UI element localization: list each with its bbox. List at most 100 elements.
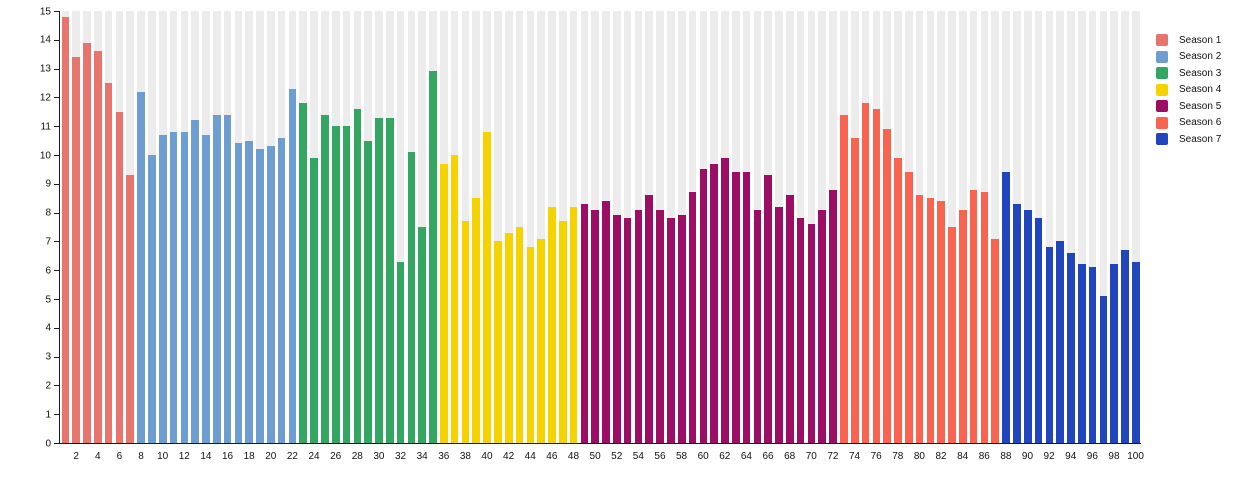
bar-slot-episode-70	[806, 11, 817, 443]
bar-episode-78-season-6	[894, 157, 902, 443]
bar-slot-episode-69	[795, 11, 806, 443]
bar-slot-episode-90	[1022, 11, 1033, 443]
bar-slot-episode-10	[157, 11, 168, 443]
x-tick-label-24: 24	[308, 451, 320, 462]
bar-slot-episode-4	[92, 11, 103, 443]
bar-episode-95-season-7	[1077, 264, 1086, 443]
bar-episode-55-season-5	[645, 195, 654, 443]
bar-episode-57-season-5	[667, 218, 675, 443]
bar-episode-70-season-5	[807, 224, 816, 443]
bar-episode-93-season-7	[1056, 241, 1064, 443]
bar-episode-15-season-2	[212, 114, 221, 443]
bar-slot-episode-46	[547, 11, 558, 443]
bar-episode-91-season-7	[1034, 218, 1043, 443]
x-tick-label-86: 86	[978, 451, 990, 462]
legend-item-season-1[interactable]: Season 1	[1156, 32, 1221, 49]
bar-episode-45-season-4	[537, 238, 545, 443]
background-stripe	[504, 11, 513, 443]
bar-episode-73-season-6	[840, 114, 848, 443]
y-tick-label-6: 6	[45, 265, 51, 277]
bar-slot-episode-17	[233, 11, 244, 443]
bar-slot-episode-3	[82, 11, 93, 443]
legend-swatch-icon	[1156, 116, 1168, 129]
bar-episode-17-season-2	[234, 143, 243, 443]
bar-episode-31-season-3	[385, 117, 394, 443]
x-tick-label-60: 60	[697, 451, 709, 462]
x-tick-label-96: 96	[1086, 451, 1098, 462]
bar-slot-episode-62	[720, 11, 731, 443]
bar-slot-episode-73	[839, 11, 850, 443]
x-tick-label-88: 88	[1000, 451, 1012, 462]
bar-slot-episode-37	[449, 11, 460, 443]
bar-slot-episode-30	[374, 11, 385, 443]
bar-slot-episode-42	[503, 11, 514, 443]
bar-episode-11-season-2	[169, 131, 178, 443]
bar-episode-100-season-7	[1132, 261, 1140, 443]
bar-episode-54-season-5	[634, 209, 643, 443]
bar-episode-42-season-4	[504, 232, 513, 443]
bar-episode-21-season-2	[277, 137, 286, 443]
background-stripe	[526, 11, 535, 443]
bar-slot-episode-86	[979, 11, 990, 443]
legend-swatch-icon	[1156, 50, 1168, 63]
legend-item-season-4[interactable]: Season 4	[1156, 82, 1221, 99]
bar-slot-episode-27	[341, 11, 352, 443]
y-tick-label-1: 1	[45, 409, 51, 421]
bar-episode-59-season-5	[688, 192, 697, 443]
bar-episode-88-season-7	[1002, 172, 1010, 443]
bar-episode-4-season-1	[94, 51, 102, 443]
bar-episode-87-season-6	[991, 238, 1000, 443]
bar-slot-episode-85	[968, 11, 979, 443]
background-stripe	[1099, 11, 1108, 443]
bar-slot-episode-65	[752, 11, 763, 443]
x-tick-label-28: 28	[351, 451, 363, 462]
legend-item-label: Season 1	[1179, 34, 1222, 46]
x-tick-label-98: 98	[1108, 451, 1120, 462]
legend-item-label: Season 4	[1179, 84, 1222, 96]
bar-slot-episode-48	[568, 11, 579, 443]
bar-episode-53-season-5	[623, 218, 632, 443]
bar-episode-85-season-6	[969, 189, 978, 443]
background-stripe	[1045, 11, 1054, 443]
x-tick-label-76: 76	[870, 451, 882, 462]
bar-episode-92-season-7	[1045, 247, 1054, 443]
bar-slot-episode-41	[493, 11, 504, 443]
y-tick-label-3: 3	[45, 351, 51, 363]
bar-slot-episode-40	[482, 11, 493, 443]
bar-slot-episode-12	[179, 11, 190, 443]
legend-item-label: Season 3	[1179, 67, 1222, 79]
bar-slot-episode-71	[817, 11, 828, 443]
legend-item-season-5[interactable]: Season 5	[1156, 98, 1221, 115]
bar-slot-episode-18	[244, 11, 255, 443]
bar-episode-80-season-6	[915, 195, 924, 443]
bar-slot-episode-49	[579, 11, 590, 443]
x-tick-label-90: 90	[1021, 451, 1034, 462]
bar-slot-episode-25	[320, 11, 331, 443]
bar-episode-23-season-3	[299, 103, 308, 443]
bar-episode-81-season-6	[926, 198, 935, 443]
legend-item-season-3[interactable]: Season 3	[1156, 65, 1221, 82]
bar-slot-episode-47	[557, 11, 568, 443]
bar-episode-19-season-2	[256, 149, 264, 443]
x-tick-label-66: 66	[762, 451, 774, 462]
bar-slot-episode-75	[860, 11, 871, 443]
bar-episode-60-season-5	[699, 169, 708, 443]
bar-slot-episode-84	[957, 11, 968, 443]
x-tick-label-78: 78	[892, 451, 904, 462]
bar-slot-episode-34	[417, 11, 428, 443]
legend-item-season-6[interactable]: Season 6	[1156, 115, 1221, 132]
bar-slot-episode-15	[211, 11, 222, 443]
bar-episode-98-season-7	[1110, 264, 1119, 443]
bar-episode-69-season-5	[796, 218, 805, 443]
x-tick-label-94: 94	[1065, 451, 1077, 462]
x-tick-label-38: 38	[459, 451, 471, 462]
x-tick-label-82: 82	[935, 451, 947, 462]
bar-slot-episode-57	[666, 11, 677, 443]
legend-item-season-2[interactable]: Season 2	[1156, 49, 1221, 66]
bar-episode-43-season-4	[515, 227, 524, 443]
background-stripe	[396, 11, 405, 443]
bar-episode-82-season-6	[937, 201, 946, 443]
y-tick-label-7: 7	[45, 236, 51, 248]
legend-item-season-7[interactable]: Season 7	[1156, 131, 1221, 148]
